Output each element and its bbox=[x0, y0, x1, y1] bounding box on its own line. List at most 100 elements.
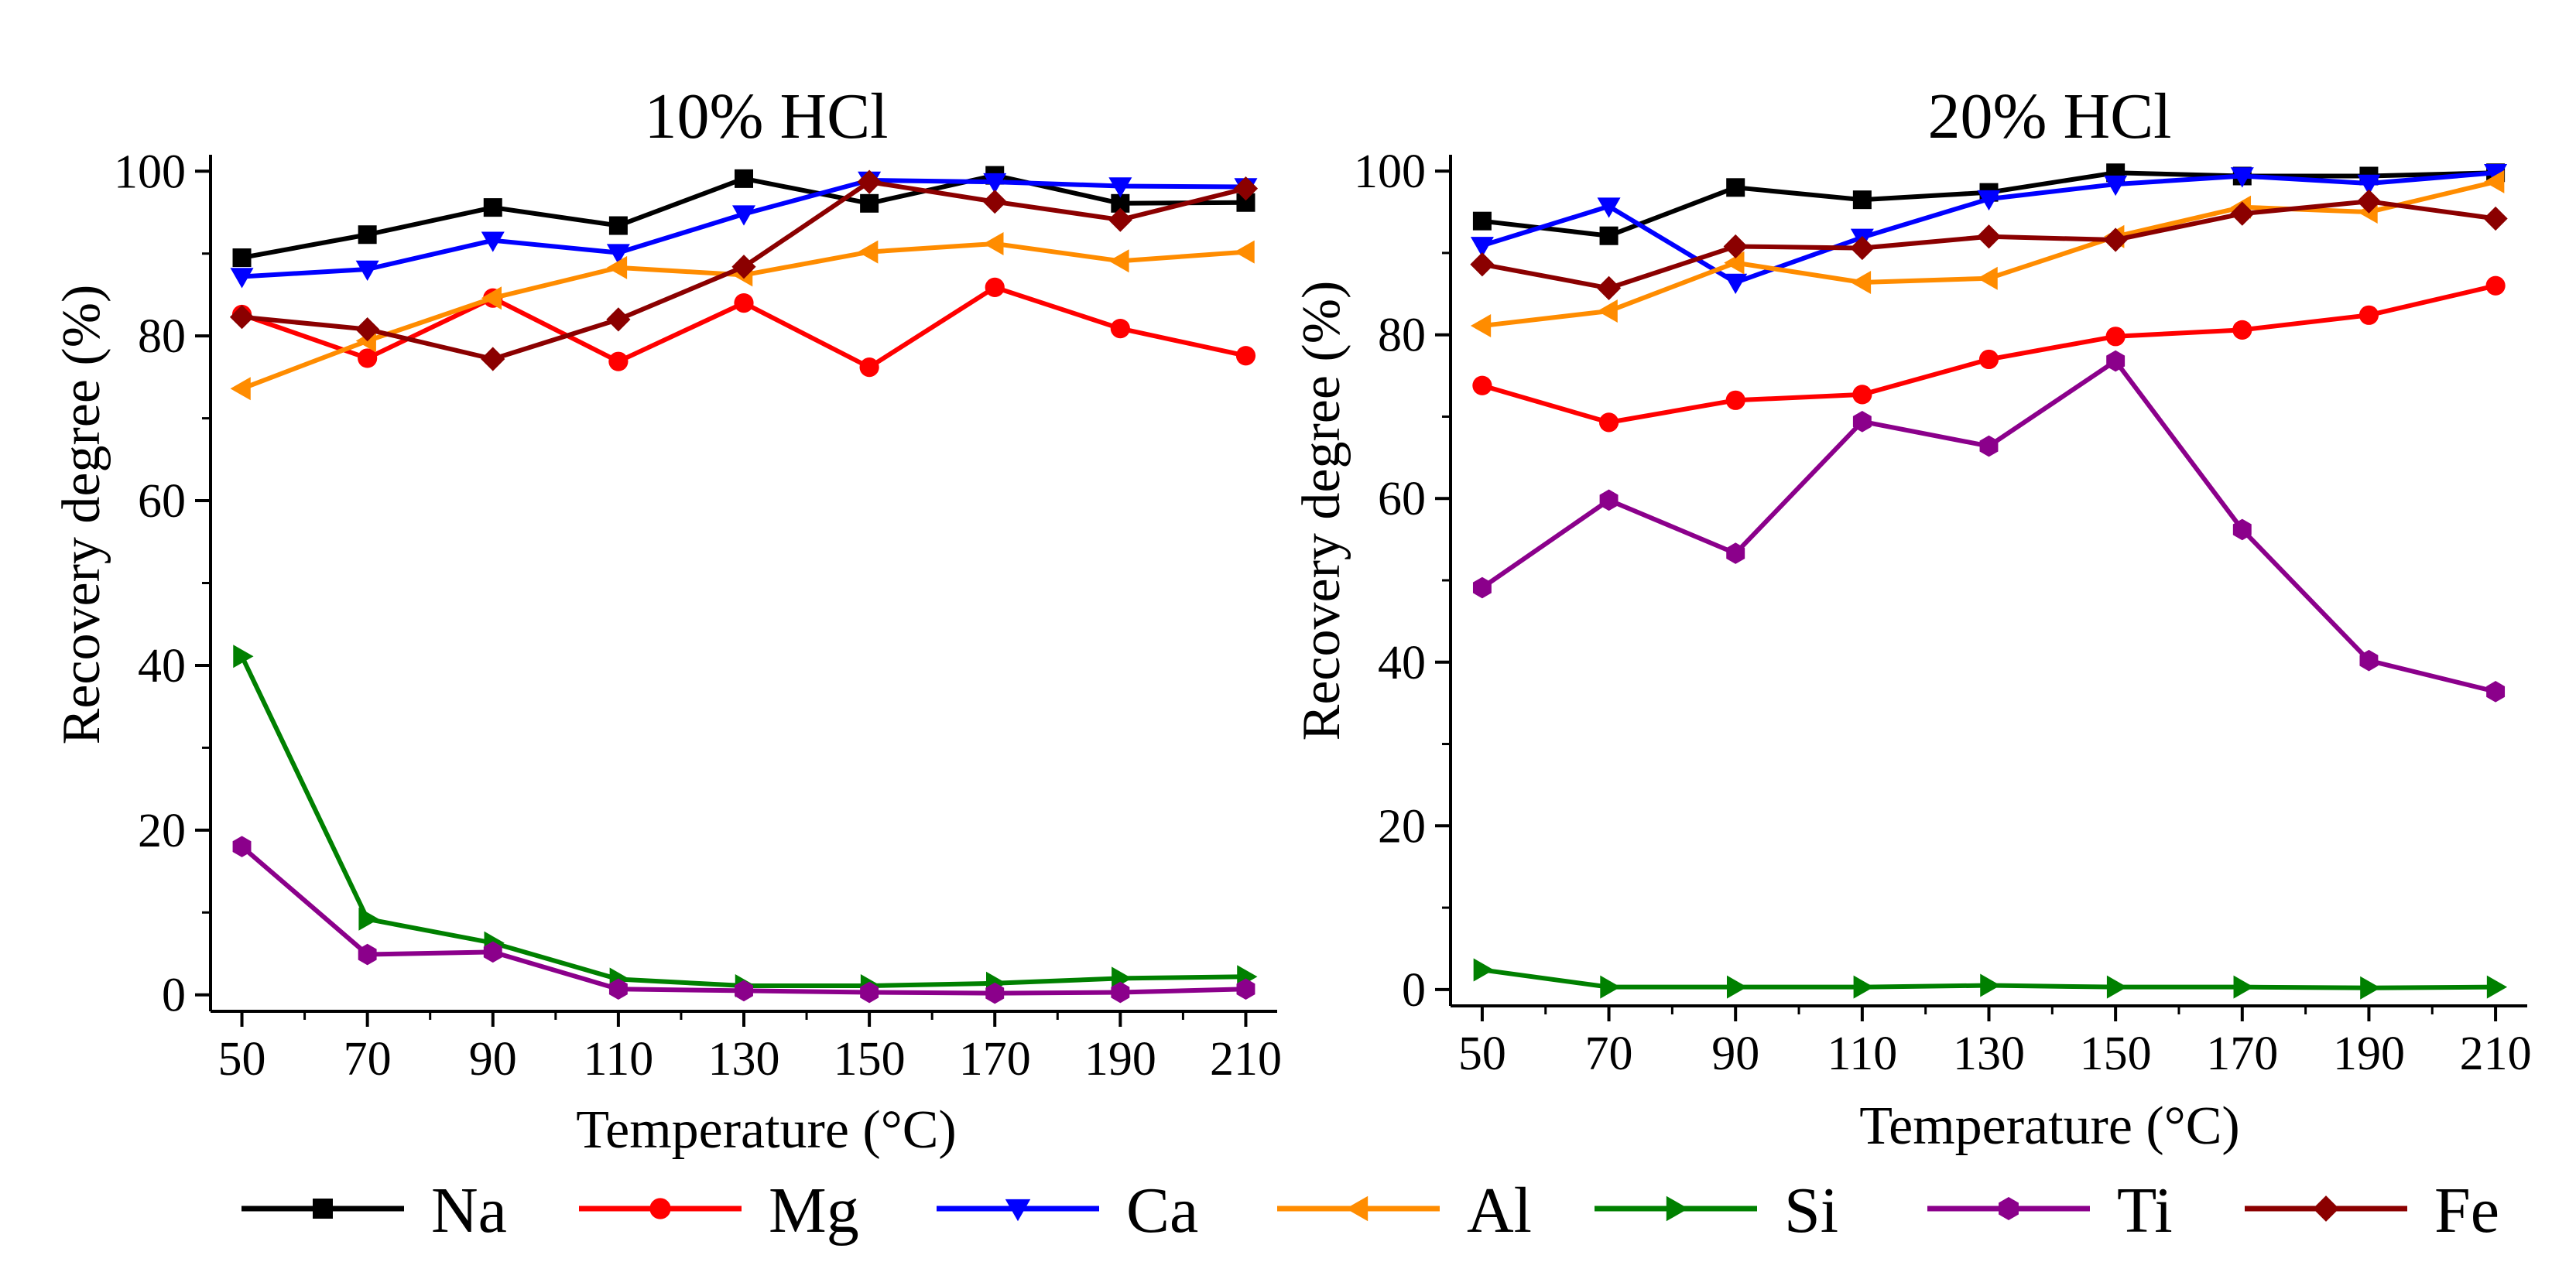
chart-10pct-hcl: 10% HCl Recovery degree (%) Temperature … bbox=[52, 80, 1282, 1160]
data-point-ca bbox=[230, 268, 254, 289]
legend-marker bbox=[649, 1198, 671, 1219]
data-point-na bbox=[358, 225, 377, 245]
data-point-fe bbox=[606, 307, 631, 332]
data-point-mg bbox=[734, 292, 754, 313]
chart-20pct-hcl: 20% HCl Recovery degree (%) Temperature … bbox=[1292, 80, 2532, 1156]
legend-label: Fe bbox=[2434, 1175, 2499, 1247]
chart-title: 20% HCl bbox=[1928, 80, 2172, 152]
data-point-ca bbox=[2104, 175, 2128, 197]
data-point-si bbox=[1600, 975, 1621, 999]
x-tick-label: 70 bbox=[344, 1033, 392, 1086]
legend-item-al: Al bbox=[1277, 1175, 1532, 1247]
legend-marker bbox=[1999, 1197, 2019, 1220]
ticks: 50 70 90 110 130 150 170 190 210 0 20 40 60 80 100 bbox=[114, 145, 1282, 1086]
data-point-fe bbox=[2230, 201, 2255, 226]
data-point-ti bbox=[1852, 411, 1872, 433]
data-point-si bbox=[1726, 975, 1748, 999]
y-tick-label: 40 bbox=[138, 640, 186, 693]
data-point-ca bbox=[481, 231, 505, 252]
data-point-al bbox=[983, 231, 1004, 255]
data-point-al bbox=[1470, 314, 1492, 338]
y-tick-label: 100 bbox=[114, 145, 186, 198]
data-point-ti bbox=[735, 980, 753, 1002]
x-tick-label: 110 bbox=[584, 1033, 654, 1086]
x-tick-label: 90 bbox=[469, 1033, 517, 1086]
data-point-ca bbox=[732, 205, 755, 226]
legend-marker bbox=[1345, 1195, 1368, 1222]
data-point-al bbox=[1724, 251, 1745, 275]
y-axis-label: Recovery degree (%) bbox=[52, 285, 111, 745]
x-tick-label: 50 bbox=[1458, 1028, 1506, 1080]
legend-label: Na bbox=[431, 1175, 507, 1247]
data-point-fe bbox=[857, 169, 882, 194]
series-ti bbox=[1472, 350, 2506, 703]
data-point-si bbox=[2360, 976, 2381, 1000]
data-point-fe bbox=[1596, 275, 1622, 301]
legend-label: Mg bbox=[769, 1175, 859, 1247]
data-point-mg bbox=[985, 277, 1005, 297]
legend-marker bbox=[1005, 1199, 1031, 1222]
data-point-si bbox=[2233, 975, 2254, 999]
x-tick-label: 190 bbox=[2333, 1028, 2405, 1080]
data-point-ti bbox=[608, 978, 628, 1000]
data-point-al bbox=[1234, 240, 1255, 264]
data-point-mg bbox=[2485, 275, 2506, 296]
data-point-fe bbox=[1233, 176, 1259, 201]
x-tick-label: 70 bbox=[1585, 1028, 1633, 1080]
data-point-fe bbox=[982, 190, 1007, 214]
ticks: 50 70 90 110 130 150 170 190 210 0 20 40 60 80 100 bbox=[1354, 145, 2532, 1080]
legend-label: Ca bbox=[1126, 1175, 1198, 1247]
data-point-na bbox=[608, 216, 628, 235]
data-point-fe bbox=[2103, 227, 2128, 252]
data-point-fe bbox=[1976, 224, 2002, 249]
data-point-na bbox=[860, 193, 879, 213]
data-point-mg bbox=[1725, 390, 1745, 410]
data-point-al bbox=[230, 377, 251, 401]
series-ti bbox=[232, 836, 1255, 1004]
data-point-mg bbox=[1235, 346, 1256, 366]
data-point-fe bbox=[1108, 207, 1132, 232]
y-tick-label: 100 bbox=[1354, 145, 1426, 198]
series-na bbox=[232, 166, 1255, 268]
data-point-ca bbox=[1597, 197, 1621, 218]
x-tick-label: 50 bbox=[218, 1033, 266, 1086]
series bbox=[229, 166, 1259, 1004]
x-tick-label: 210 bbox=[1210, 1033, 1282, 1086]
legend-item-ca: Ca bbox=[937, 1175, 1198, 1247]
data-point-ca bbox=[983, 173, 1007, 194]
y-tick-label: 60 bbox=[138, 475, 186, 528]
data-point-al bbox=[1108, 249, 1129, 273]
x-tick-label: 170 bbox=[959, 1033, 1031, 1086]
x-tick-label: 90 bbox=[1711, 1028, 1759, 1080]
data-point-al bbox=[1850, 271, 1872, 294]
x-tick-label: 150 bbox=[834, 1033, 906, 1086]
data-point-ti bbox=[483, 941, 502, 963]
data-point-fe bbox=[1470, 252, 1495, 277]
y-tick-label: 60 bbox=[1378, 473, 1426, 525]
data-point-na bbox=[1852, 190, 1872, 210]
x-tick-label: 130 bbox=[708, 1033, 780, 1086]
data-point-ti bbox=[1111, 981, 1130, 1004]
x-tick-label: 150 bbox=[2080, 1028, 2152, 1080]
y-tick-label: 80 bbox=[1378, 310, 1426, 362]
series-mg bbox=[1472, 275, 2506, 433]
legend-label: Ti bbox=[2117, 1175, 2173, 1247]
data-point-na bbox=[232, 248, 252, 268]
x-tick-label: 110 bbox=[1828, 1028, 1898, 1080]
y-tick-label: 0 bbox=[162, 970, 186, 1022]
legend-item-si: Si bbox=[1595, 1175, 1838, 1247]
data-point-fe bbox=[481, 347, 505, 371]
data-point-ti bbox=[1472, 576, 1492, 599]
data-point-mg bbox=[2105, 327, 2126, 347]
x-tick-label: 130 bbox=[1953, 1028, 2025, 1080]
data-point-na bbox=[1726, 178, 1745, 197]
data-point-na bbox=[1599, 226, 1619, 245]
y-tick-label: 20 bbox=[1378, 800, 1426, 853]
data-point-mg bbox=[2358, 305, 2379, 325]
data-point-si bbox=[1473, 958, 1494, 982]
data-point-al bbox=[858, 240, 879, 264]
data-point-fe bbox=[1850, 235, 1875, 261]
data-point-mg bbox=[2232, 320, 2252, 340]
series-fe bbox=[229, 169, 1259, 371]
